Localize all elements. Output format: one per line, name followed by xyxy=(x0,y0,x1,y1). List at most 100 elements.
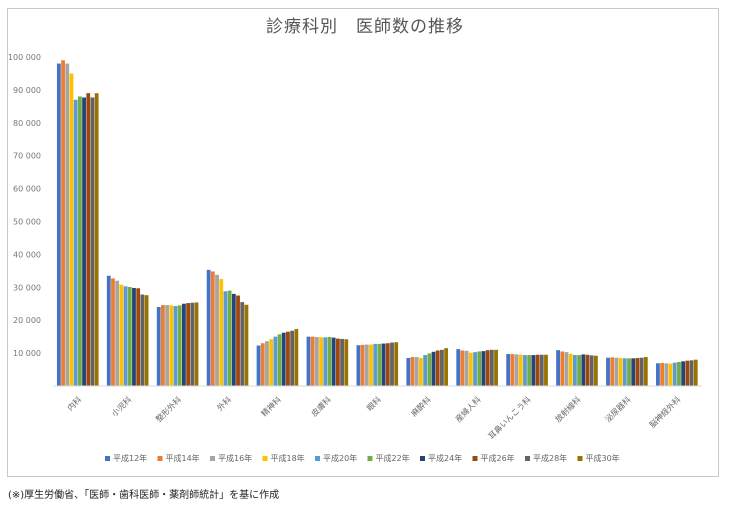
x-axis: 内科 小児科 整形外科 外科 精神科 皮膚科 眼科 麻酔科 産婦人科 耳鼻いんこう科 放射線科 泌尿器… xyxy=(53,385,702,441)
bar xyxy=(127,286,132,386)
bar xyxy=(173,306,178,386)
bar xyxy=(664,363,669,386)
x-category-label: 放射線科 xyxy=(553,394,583,424)
x-category-label: 外科 xyxy=(215,394,233,412)
bar xyxy=(577,355,581,386)
x-category-label: 脳神経外科 xyxy=(647,394,682,429)
bar xyxy=(277,334,282,386)
bar xyxy=(643,357,648,386)
bar xyxy=(494,349,498,386)
bar xyxy=(614,357,619,386)
bar xyxy=(656,363,660,386)
bar xyxy=(456,349,461,386)
x-category-label: 内科 xyxy=(65,394,83,412)
bar xyxy=(572,355,577,386)
x-category-label: 小児科 xyxy=(109,394,133,418)
bar xyxy=(523,355,527,386)
y-tick-label: 40 000 xyxy=(13,250,41,259)
bar xyxy=(256,345,261,386)
bar xyxy=(215,274,219,386)
bar xyxy=(356,345,361,386)
bar xyxy=(477,351,482,386)
bar xyxy=(231,293,236,386)
bar xyxy=(627,358,631,386)
y-tick-label: 50 000 xyxy=(13,218,41,227)
bar xyxy=(672,362,677,386)
bar xyxy=(460,350,465,386)
y-axis-ticks: 10 000 20 000 30 000 40 000 50 000 60 000 70 0… xyxy=(8,53,41,358)
bar xyxy=(265,341,269,386)
bar xyxy=(606,357,610,386)
bar xyxy=(182,303,186,386)
x-category-label: 眼科 xyxy=(365,394,383,412)
bar xyxy=(344,339,349,386)
bar xyxy=(90,97,95,386)
bar xyxy=(169,305,174,386)
bar xyxy=(589,355,594,386)
bar xyxy=(115,280,120,386)
bar xyxy=(585,354,590,386)
bar xyxy=(290,330,295,386)
bar xyxy=(377,343,382,386)
legend-label: 平成12年 xyxy=(113,453,147,463)
legend-label: 平成18年 xyxy=(271,453,305,463)
legend-label: 平成26年 xyxy=(481,453,515,463)
bar xyxy=(381,343,386,386)
bar xyxy=(618,358,623,386)
legend-label: 平成30年 xyxy=(586,453,620,463)
bar xyxy=(319,337,323,386)
bar xyxy=(194,302,199,386)
bar xyxy=(440,349,444,386)
bar xyxy=(394,342,399,386)
bar xyxy=(489,349,494,386)
bar xyxy=(468,352,473,386)
x-category-label: 精神科 xyxy=(259,394,283,418)
bar xyxy=(485,350,490,386)
bar xyxy=(510,354,515,386)
x-category-label: 皮膚科 xyxy=(309,394,333,418)
bar xyxy=(106,275,111,386)
bar xyxy=(564,352,569,386)
bar xyxy=(539,354,544,386)
legend-swatch xyxy=(105,456,110,461)
bar xyxy=(639,357,644,386)
legend-swatch xyxy=(577,456,583,461)
bar xyxy=(210,271,215,386)
bar xyxy=(82,97,86,386)
bar xyxy=(693,359,698,386)
bar xyxy=(410,357,415,386)
legend-label: 平成20年 xyxy=(323,453,357,463)
bar xyxy=(518,354,523,386)
bar xyxy=(622,358,627,386)
bar xyxy=(385,343,390,386)
legend-label: 平成14年 xyxy=(166,453,200,463)
bar xyxy=(527,355,532,386)
legend-label: 平成24年 xyxy=(428,453,462,463)
bar xyxy=(119,284,124,386)
bar xyxy=(123,286,128,386)
bar xyxy=(61,60,65,386)
bar xyxy=(190,302,195,386)
bar xyxy=(136,288,141,386)
bar xyxy=(73,99,78,387)
bar xyxy=(132,287,136,386)
legend-label: 平成16年 xyxy=(218,453,252,463)
bar xyxy=(144,295,149,386)
bar xyxy=(481,351,486,386)
bar xyxy=(423,355,428,386)
bar xyxy=(431,351,436,386)
bars-layer xyxy=(56,60,698,387)
legend-swatch xyxy=(210,456,215,461)
legend-swatch xyxy=(262,456,268,461)
y-tick-label: 70 000 xyxy=(13,152,41,161)
bar xyxy=(560,351,565,386)
bar xyxy=(660,362,665,386)
y-tick-label: 100 000 xyxy=(8,53,41,62)
bar xyxy=(223,291,228,386)
bar xyxy=(631,358,636,386)
y-tick-label: 80 000 xyxy=(13,119,41,128)
bar xyxy=(568,353,573,386)
bar xyxy=(556,350,560,386)
bar xyxy=(286,331,290,386)
bar xyxy=(227,290,232,386)
